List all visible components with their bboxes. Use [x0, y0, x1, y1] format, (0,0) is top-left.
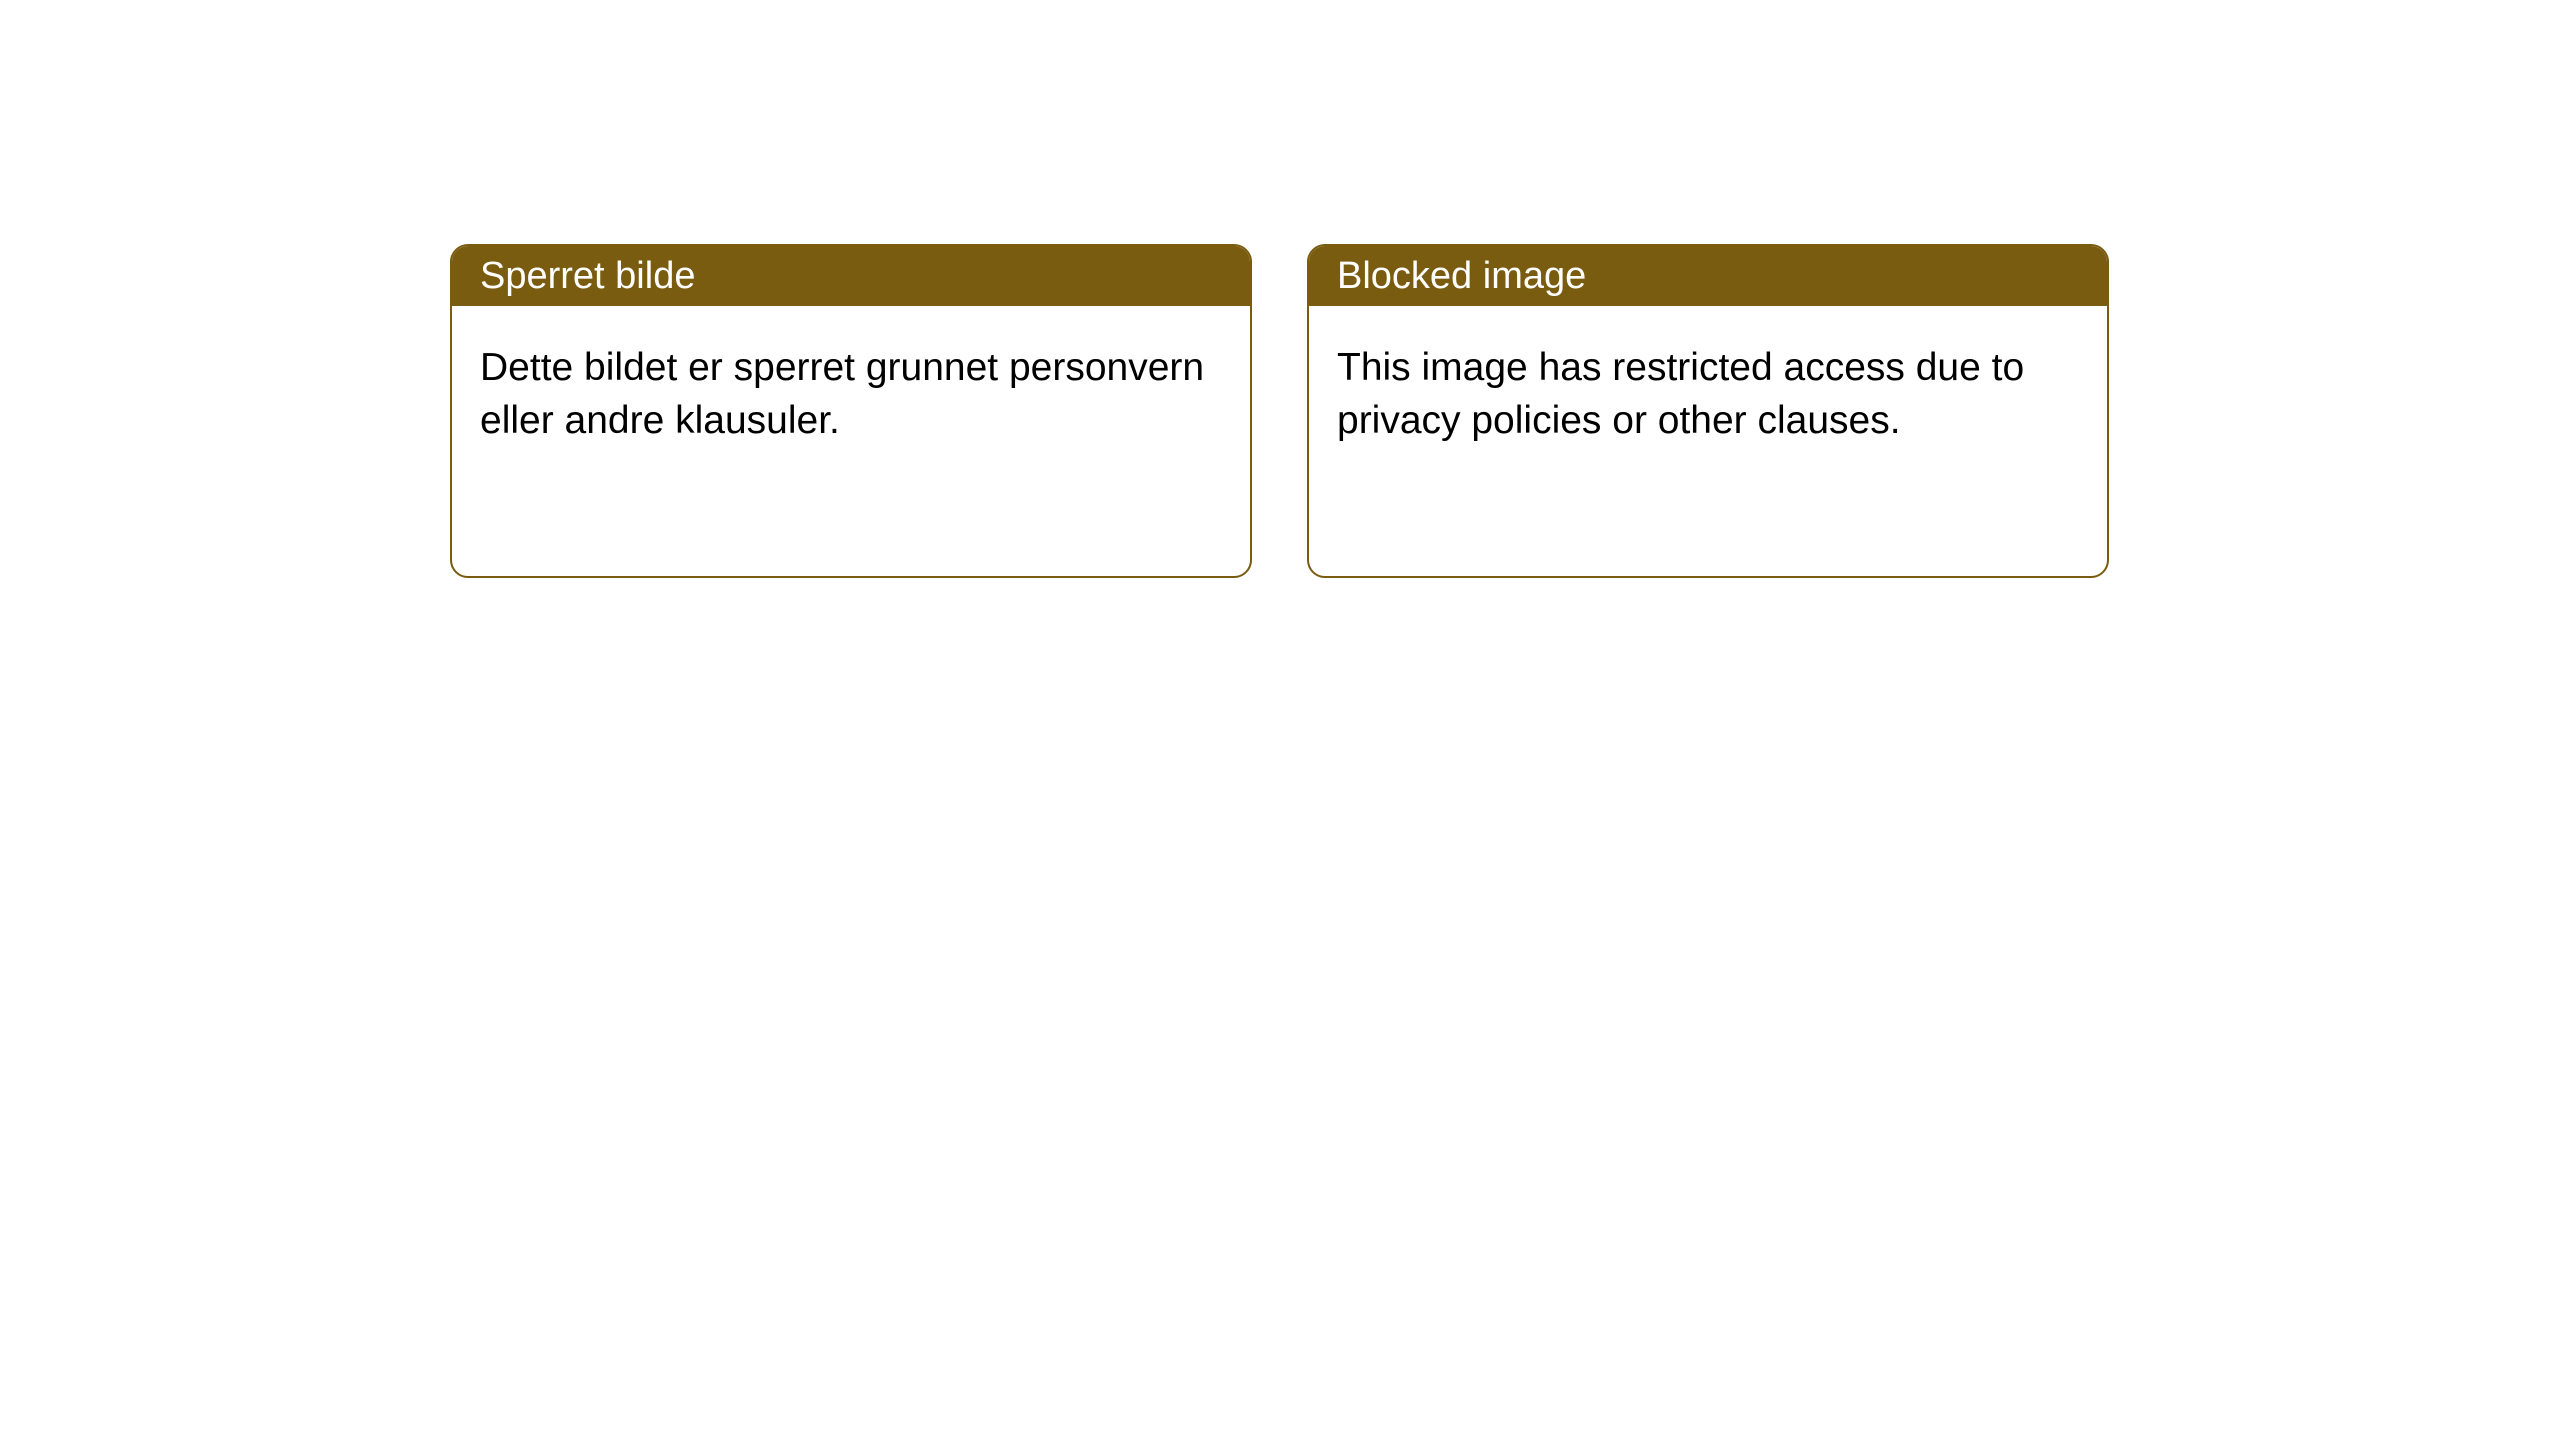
card-header-no: Sperret bilde — [452, 246, 1250, 306]
blocked-image-card-no: Sperret bilde Dette bildet er sperret gr… — [450, 244, 1252, 578]
card-text-no: Dette bildet er sperret grunnet personve… — [480, 346, 1204, 442]
card-header-en: Blocked image — [1309, 246, 2107, 306]
notice-container: Sperret bilde Dette bildet er sperret gr… — [0, 0, 2560, 578]
blocked-image-card-en: Blocked image This image has restricted … — [1307, 244, 2109, 578]
card-title-en: Blocked image — [1337, 255, 1586, 298]
card-title-no: Sperret bilde — [480, 255, 695, 298]
card-body-en: This image has restricted access due to … — [1309, 306, 2107, 483]
card-text-en: This image has restricted access due to … — [1337, 346, 2024, 442]
card-body-no: Dette bildet er sperret grunnet personve… — [452, 306, 1250, 483]
